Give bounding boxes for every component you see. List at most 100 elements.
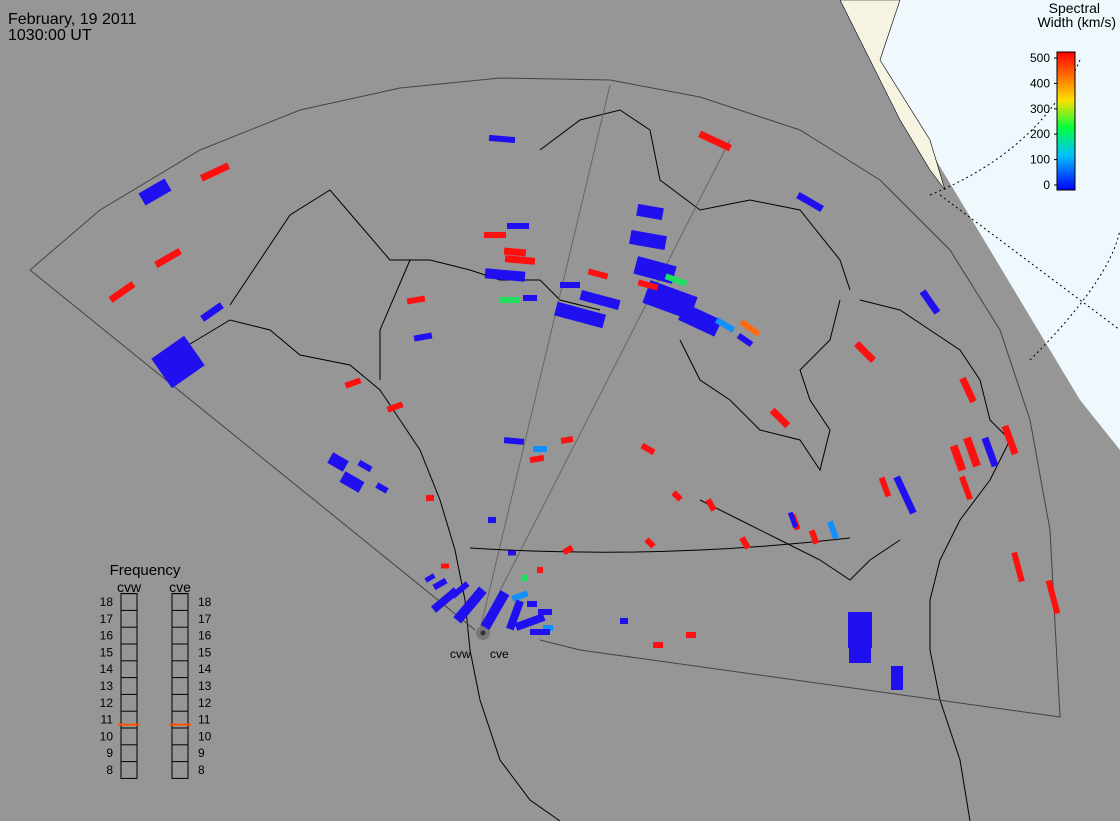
border (379, 259, 411, 380)
echo (637, 279, 659, 291)
frequency-tick-label: 14 (100, 662, 114, 676)
echo (441, 563, 449, 569)
echo (560, 282, 580, 288)
echo (671, 490, 683, 502)
echo (503, 437, 525, 445)
echo (949, 444, 967, 472)
echo (644, 537, 656, 549)
echo (533, 446, 547, 452)
echo (484, 268, 526, 282)
echo (506, 599, 524, 631)
echo (686, 632, 696, 638)
colorbar-tick-label: 300 (1030, 102, 1050, 116)
echo (406, 295, 426, 305)
coastline (859, 299, 1011, 821)
colorbar-tick-label: 400 (1030, 76, 1050, 90)
echo (739, 319, 761, 337)
colorbar (1056, 51, 1076, 191)
echo (705, 498, 717, 512)
echo (537, 567, 543, 573)
echo (636, 203, 664, 221)
echo (620, 618, 628, 624)
frequency-tick-label: 9 (198, 746, 205, 760)
echo (511, 590, 529, 602)
echo (453, 586, 487, 624)
frequency-tick-label: 11 (101, 713, 114, 727)
echo (375, 482, 389, 494)
echo (629, 229, 667, 251)
frequency-tick-label: 13 (100, 679, 114, 693)
echo (500, 297, 520, 303)
colorbar-tick-label: 0 (1043, 178, 1050, 192)
frequency-tick-label: 15 (198, 645, 212, 659)
echo (714, 317, 736, 333)
echo (538, 609, 552, 615)
echo (698, 130, 732, 152)
arctic-islands (539, 109, 851, 291)
frequency-tick-label: 14 (198, 662, 212, 676)
echo (827, 520, 839, 540)
echo (488, 134, 516, 144)
echo (1045, 579, 1061, 615)
great-lakes (699, 499, 901, 581)
echo (151, 335, 205, 389)
lat-line (469, 537, 851, 553)
echo (919, 289, 941, 315)
echo (488, 517, 496, 523)
echo (981, 436, 999, 468)
frequency-tick-label: 10 (100, 729, 114, 743)
coastline (179, 319, 561, 821)
echo (357, 459, 373, 473)
lat-circle (1029, 229, 1120, 361)
echo (1001, 424, 1019, 456)
echo (562, 544, 574, 556)
frequency-tick-label: 16 (198, 629, 212, 643)
radar-name: cve (169, 579, 191, 595)
echo (413, 332, 433, 342)
echo (963, 436, 981, 468)
echo (664, 273, 688, 287)
date: February, 19 2011 (8, 11, 136, 28)
echo (530, 629, 550, 635)
colorbar-tick-label: 500 (1030, 51, 1050, 65)
radar-site (480, 630, 486, 636)
echo (339, 471, 365, 493)
echo (199, 162, 231, 182)
echo (959, 376, 977, 404)
beam-edge (479, 139, 731, 631)
site-label: cve (490, 647, 509, 661)
frequency-tick-label: 11 (198, 713, 211, 727)
echo (878, 476, 892, 498)
echoes (108, 130, 1061, 690)
echo (386, 401, 404, 413)
time: 1030:00 UT (8, 27, 92, 44)
frequency-tick-label: 18 (100, 595, 114, 609)
echo (529, 454, 545, 464)
colorbar-title: Width (km/s) (1037, 14, 1116, 30)
echo (344, 377, 362, 389)
echo (154, 247, 182, 269)
frequency-tick-label: 16 (100, 629, 114, 643)
fov (29, 77, 1061, 718)
echo (959, 475, 973, 501)
echo (327, 452, 349, 472)
fov-outline (29, 77, 1061, 718)
beam-edge (479, 84, 611, 631)
echo (893, 475, 917, 515)
frequency-tick-label: 13 (198, 679, 212, 693)
colorbar-title: Spectral (1049, 0, 1100, 16)
echo (504, 255, 536, 265)
echo (432, 577, 448, 591)
frequency-tick-label: 18 (198, 595, 212, 609)
echo (678, 303, 722, 337)
echo (426, 495, 434, 501)
echo (527, 601, 537, 607)
frequency-box (171, 593, 189, 779)
echo (891, 666, 903, 690)
echo (736, 332, 754, 348)
echo (200, 302, 224, 322)
frequency-title: Frequency (110, 562, 181, 579)
echo (514, 613, 546, 631)
echo (480, 590, 510, 630)
